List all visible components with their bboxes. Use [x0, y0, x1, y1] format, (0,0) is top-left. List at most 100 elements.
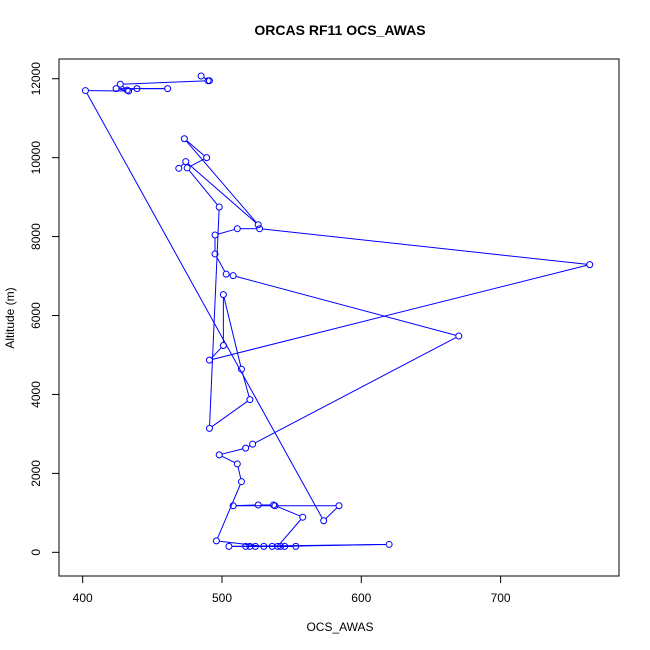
data-point [233, 225, 241, 233]
data-point [205, 356, 213, 364]
data-point [268, 542, 276, 550]
series-segment [237, 466, 242, 479]
data-point [320, 517, 328, 525]
data-point [180, 135, 188, 143]
y-tick-label: 6000 [29, 302, 43, 329]
x-tick-label: 500 [212, 591, 232, 605]
data-point [281, 542, 289, 550]
series-points [81, 72, 594, 550]
x-tick-label: 400 [73, 591, 93, 605]
data-point [246, 396, 254, 404]
series-segment [219, 540, 261, 547]
series-segment [189, 158, 205, 167]
series-segment [122, 85, 126, 89]
data-point [260, 542, 268, 550]
data-point [133, 85, 141, 93]
data-point [116, 80, 124, 88]
data-point [229, 272, 237, 280]
data-point [215, 451, 223, 459]
series-segment [221, 455, 235, 463]
series-segment [180, 163, 184, 167]
series-segment [241, 372, 250, 397]
x-axis: 400 500 600 700 [73, 575, 511, 605]
x-axis-label: OCS_AWAS [306, 620, 373, 634]
series-segment [262, 228, 587, 265]
data-point [211, 231, 219, 239]
data-point [229, 502, 237, 510]
data-point [299, 513, 307, 521]
y-tick-label: 12000 [29, 62, 43, 96]
data-point [182, 158, 190, 166]
series-lines [86, 77, 587, 547]
data-point [211, 250, 219, 258]
series-segment [217, 229, 235, 235]
chart-title: ORCAS RF11 OCS_AWAS [254, 22, 425, 38]
x-tick-label: 700 [491, 591, 511, 605]
data-point [455, 332, 463, 340]
y-tick-label: 10000 [29, 141, 43, 175]
series-segment [276, 505, 301, 517]
data-point [335, 502, 343, 510]
x-tick-label: 600 [351, 591, 371, 605]
series-segment [236, 276, 456, 336]
y-axis-label: Altitude (m) [3, 287, 17, 348]
series-segment [217, 484, 241, 539]
series-segment [216, 256, 226, 272]
data-point [385, 540, 393, 548]
data-point [183, 164, 191, 172]
data-point [254, 501, 262, 509]
data-point [215, 203, 223, 211]
y-axis: 0 2000 4000 6000 8000 10000 12000 [29, 62, 60, 556]
data-point [205, 424, 213, 432]
y-tick-label: 2000 [29, 460, 43, 487]
series-segment [223, 297, 242, 367]
data-point [256, 225, 264, 233]
data-point [112, 85, 120, 93]
series-segment [325, 507, 338, 519]
data-point [123, 86, 131, 94]
series-segment [222, 448, 243, 455]
data-point [242, 444, 250, 452]
data-point [249, 440, 257, 448]
data-point [292, 542, 300, 550]
data-point [204, 77, 212, 85]
data-point [237, 478, 245, 486]
data-point [246, 542, 254, 550]
y-tick-label: 0 [29, 549, 43, 556]
series-segment [86, 93, 323, 519]
data-point [203, 154, 211, 162]
data-point [586, 261, 594, 269]
data-point [164, 85, 172, 93]
data-point [242, 542, 250, 550]
data-point [81, 87, 89, 95]
series-segment [187, 163, 257, 224]
series-segment [209, 210, 220, 426]
series-segment [255, 337, 457, 444]
series-segment [203, 77, 207, 80]
data-point [276, 542, 284, 550]
series-segment [211, 347, 222, 359]
series-segment [211, 401, 248, 427]
data-point [219, 291, 227, 299]
data-point [175, 164, 183, 172]
series-segment [188, 170, 218, 205]
data-point [271, 502, 279, 510]
data-point [233, 460, 241, 468]
data-point [270, 501, 278, 509]
series-segment [236, 504, 256, 507]
series-segment [123, 80, 205, 85]
data-point [197, 72, 205, 80]
data-point [212, 537, 220, 545]
y-tick-label: 4000 [29, 381, 43, 408]
data-point [225, 542, 233, 550]
series-segment [212, 264, 587, 360]
series-segment [186, 140, 257, 223]
series-segment [186, 140, 205, 156]
data-point [222, 270, 230, 278]
data-point [237, 365, 245, 373]
data-point [125, 87, 133, 95]
data-point [254, 221, 262, 229]
series-segment [279, 519, 302, 545]
data-point [219, 342, 227, 350]
